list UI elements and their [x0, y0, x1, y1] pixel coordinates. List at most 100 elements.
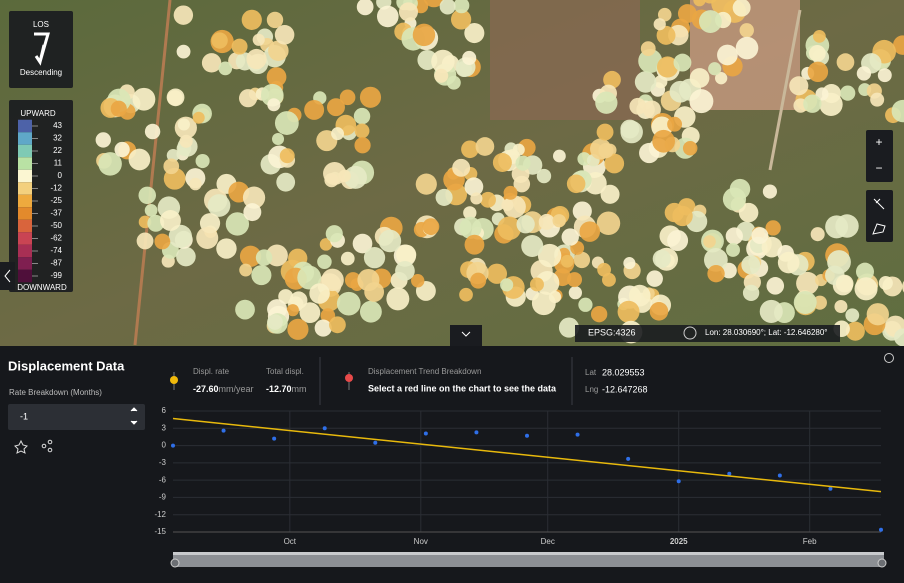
map-point — [856, 66, 872, 81]
map-point — [434, 68, 449, 83]
map-point — [314, 319, 332, 337]
legend-label: -99 — [50, 271, 62, 280]
map-point — [515, 155, 531, 171]
point — [272, 436, 277, 441]
point — [171, 443, 175, 448]
map-point — [766, 277, 785, 295]
panel-title: Displacement Data — [8, 358, 125, 373]
map-point — [603, 70, 621, 89]
map-point — [168, 224, 193, 249]
map-point — [497, 216, 522, 241]
legend-label: -74 — [50, 246, 62, 255]
zoom-out[interactable]: − — [875, 161, 882, 175]
star-icon[interactable] — [14, 439, 28, 454]
range-slider[interactable] — [173, 553, 884, 567]
close-button[interactable] — [884, 353, 894, 363]
map-point — [538, 213, 555, 230]
legend-swatch — [18, 169, 32, 183]
spinner[interactable] — [130, 407, 138, 425]
map-point — [396, 244, 417, 265]
map-overlay — [95, 0, 904, 347]
map-point — [652, 249, 671, 268]
map-point — [638, 49, 663, 74]
measure-tool[interactable] — [873, 198, 885, 210]
y-tick-label: -3 — [159, 458, 167, 467]
point — [423, 431, 428, 436]
y-tick-label: 3 — [162, 423, 167, 432]
map-point — [243, 203, 262, 222]
map-point — [464, 234, 485, 255]
legend-swatch — [18, 119, 32, 133]
map-point — [845, 308, 860, 323]
chevron-left — [4, 269, 11, 283]
map-point — [386, 287, 410, 311]
map-point — [279, 148, 295, 164]
map-point — [735, 36, 759, 60]
map-point — [411, 274, 425, 288]
map-point — [326, 98, 345, 117]
map-point — [808, 45, 826, 62]
map-point — [276, 172, 296, 192]
share-icon[interactable] — [41, 439, 53, 453]
map-point — [600, 184, 620, 204]
map-point — [561, 228, 579, 246]
map-point — [136, 232, 154, 250]
map-point — [177, 118, 190, 131]
legend-swatch — [18, 132, 32, 145]
map-point — [827, 250, 851, 274]
map-point — [560, 254, 574, 268]
rate-input[interactable] — [8, 404, 145, 430]
map-point — [398, 2, 418, 22]
map-point — [166, 88, 185, 107]
rate-input-value: -1 — [20, 411, 28, 421]
map-field — [490, 0, 640, 120]
polygon-tool[interactable] — [872, 223, 886, 235]
x-tick-label: Nov — [414, 537, 428, 546]
y-tick-label: -6 — [159, 475, 167, 484]
map-point — [536, 168, 552, 184]
map-point — [196, 226, 219, 249]
map-point — [604, 153, 625, 174]
side-tab[interactable] — [0, 262, 15, 290]
legend-label: 32 — [53, 134, 62, 143]
map-point — [304, 99, 325, 120]
legend-top: UPWARD — [20, 109, 55, 118]
map-point — [835, 274, 854, 293]
total-value: -12.70 — [266, 384, 292, 394]
map-point — [629, 97, 647, 115]
map-point — [272, 133, 285, 146]
map-point — [492, 152, 512, 173]
map-point — [331, 127, 345, 141]
map-point — [803, 94, 822, 113]
map-point — [329, 316, 346, 334]
info-icon[interactable] — [683, 326, 697, 340]
map-point — [810, 227, 825, 242]
y-tick-label: -12 — [154, 510, 166, 519]
map-point — [459, 216, 482, 239]
map-point — [711, 0, 734, 15]
zoom-in[interactable]: + — [875, 135, 882, 149]
legend-label: -50 — [50, 221, 62, 230]
map-point — [378, 229, 402, 253]
point — [676, 479, 681, 484]
map-point — [412, 23, 436, 47]
y-tick-label: 6 — [162, 406, 167, 415]
map-point — [218, 61, 233, 76]
range-handle[interactable] — [877, 558, 887, 568]
range-handle[interactable] — [170, 558, 180, 568]
map-point — [516, 215, 535, 234]
map-point — [573, 251, 591, 269]
map-point — [179, 134, 193, 148]
map-point — [462, 50, 477, 66]
y-tick-label: 0 — [162, 441, 167, 450]
map-point — [807, 61, 829, 83]
map-point — [359, 300, 382, 323]
x-tick-label: Feb — [803, 537, 817, 546]
map-point — [176, 246, 196, 267]
trend-hint: Select a red line on the chart to see th… — [368, 383, 557, 393]
map-point — [266, 11, 284, 29]
map-point — [669, 80, 692, 103]
map-point — [667, 116, 683, 132]
